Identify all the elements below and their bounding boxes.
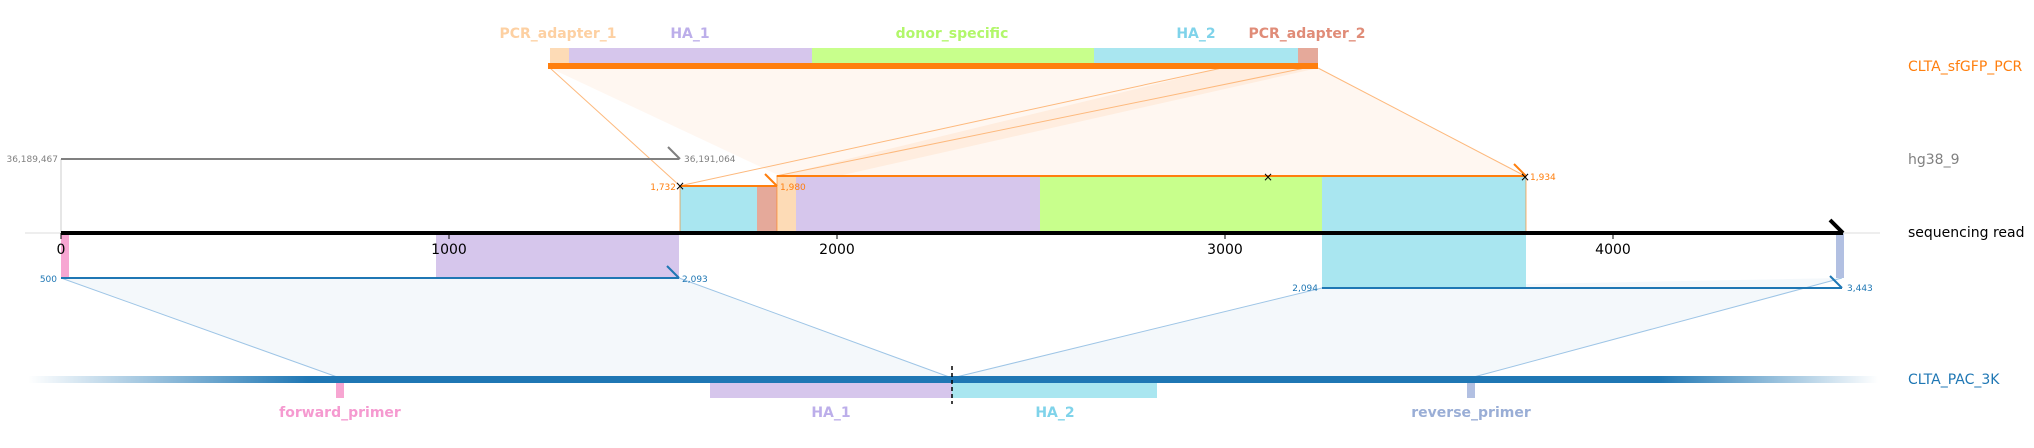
donor-backbone (548, 63, 1318, 69)
read-block-forward-primer (61, 233, 69, 278)
genome-alignment-end: 36,191,064 (684, 155, 736, 165)
genome-alignment-start: 36,189,467 (6, 155, 58, 165)
donor-alignment-mid: 1,980 (780, 183, 806, 193)
target-connectors (60, 277, 1843, 379)
read-block-ha-1-lower (436, 233, 679, 278)
read-block-ha-1 (796, 176, 1040, 232)
read-block-ha-2-lower (1322, 233, 1526, 288)
donor-alignment-blocks: × × × 1,732 1,980 1,934 (650, 163, 1556, 232)
donor-track: PCR_adapter_1 HA_1 donor_specific HA_2 P… (499, 26, 2022, 75)
read-axis-tick-label: 4000 (1595, 242, 1631, 258)
donor-alignment-end: 1,934 (1530, 173, 1556, 183)
donor-feature-label-pcr-adapter-1: PCR_adapter_1 (499, 26, 616, 42)
donor-ha-2-bar (1094, 48, 1298, 64)
donor-pcr-adapter-1-bar (550, 48, 569, 64)
read-end-arrow-icon (1828, 218, 1845, 235)
target-feature-label-forward-primer: forward_primer (279, 405, 401, 421)
target-alignment-blocks: 500 2,093 2,094 3,443 (40, 233, 1873, 294)
target-feature-label-ha-2: HA_2 (1035, 405, 1074, 421)
mismatch-x-icon: × (675, 179, 685, 193)
target-ha-1-bar (710, 383, 952, 398)
read-block-donor-specific (1040, 176, 1322, 232)
target-alignment-2-start: 2,094 (1292, 284, 1318, 294)
read-block-reverse-primer (1836, 233, 1844, 278)
track-label-target: CLTA_PAC_3K (1908, 372, 2000, 388)
read-axis-tick-label: 1000 (431, 242, 467, 258)
donor-pcr-adapter-2-bar (1298, 48, 1318, 64)
read-axis-ticks: 0 1000 2000 3000 4000 (57, 233, 1631, 258)
target-feature-label-ha-1: HA_1 (811, 405, 850, 421)
donor-feature-label-ha-2: HA_2 (1176, 26, 1215, 42)
donor-ha-1-bar (569, 48, 812, 64)
target-feature-label-reverse-primer: reverse_primer (1411, 405, 1531, 421)
genome-track: 36,189,467 36,191,064 hg38_9 (6, 146, 1959, 232)
read-block-ha-2-left (680, 186, 757, 232)
mismatch-x-icon: × (1263, 170, 1273, 184)
read-axis-tick-label: 2000 (819, 242, 855, 258)
read-axis-tick-label: 0 (57, 242, 66, 258)
target-reverse-primer-bar (1467, 383, 1475, 398)
target-alignment-1-end: 2,093 (682, 275, 708, 285)
donor-alignment-start: 1,732 (650, 183, 676, 193)
track-label-genome: hg38_9 (1908, 152, 1959, 168)
target-forward-primer-bar (336, 383, 344, 398)
track-label-read: sequencing read (1908, 225, 2024, 241)
read-block-ha-2-right (1322, 176, 1526, 232)
mismatch-x-icon: × (1520, 170, 1530, 184)
track-label-donor: CLTA_sfGFP_PCR (1908, 59, 2022, 75)
target-ha-2-bar (952, 383, 1157, 398)
read-axis-tick-label: 3000 (1207, 242, 1243, 258)
read-block-pcr-adapter-2 (757, 186, 777, 232)
donor-feature-label-donor-specific: donor_specific (896, 26, 1009, 42)
target-alignment-2-end: 3,443 (1847, 284, 1873, 294)
sequencing-read-track: 0 1000 2000 3000 4000 sequencing read (25, 218, 2024, 258)
donor-feature-label-pcr-adapter-2: PCR_adapter_2 (1248, 26, 1365, 42)
donor-feature-label-ha-1: HA_1 (670, 26, 709, 42)
donor-connectors (549, 67, 1526, 190)
donor-donor-specific-bar (812, 48, 1094, 64)
target-alignment-1-start: 500 (40, 275, 57, 285)
read-block-pcr-adapter-1 (777, 176, 796, 232)
target-track: forward_primer HA_1 HA_2 reverse_primer … (28, 366, 2000, 421)
